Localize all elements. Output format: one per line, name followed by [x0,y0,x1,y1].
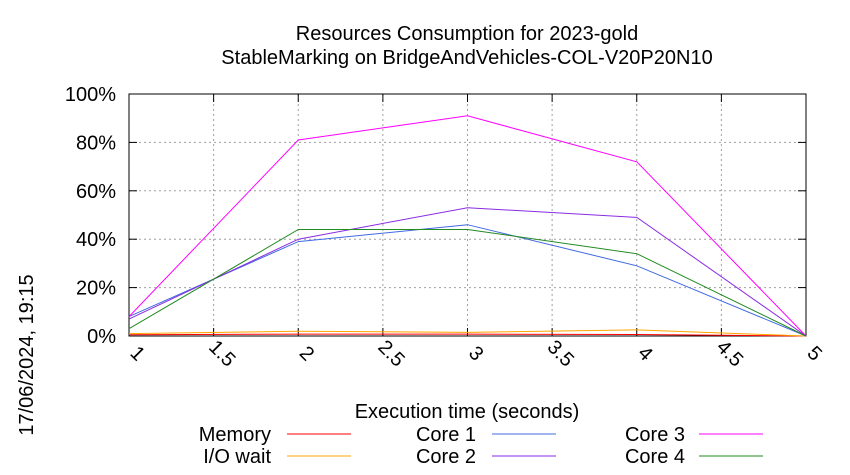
y-tick-label: 60% [76,181,116,203]
y-tick-label: 80% [76,132,116,154]
x-tick-label: 5 [803,342,826,365]
x-tick-label: 4.5 [712,336,747,371]
x-axis-label: Execution time (seconds) [355,401,580,423]
series-layer [128,115,807,337]
x-tick-label: 2 [295,342,318,365]
legend-label: Core 2 [416,446,476,468]
grid-layer [128,93,807,337]
x-tick-labels: 1 1.5 2 2.5 3 3.5 4 4.5 5 [126,336,826,371]
y-tick-labels: 0% 20% 40% 60% 80% 100% [65,84,116,348]
legend-label: Core 4 [625,446,685,468]
plot-frame [128,93,807,337]
x-tick-label: 3.5 [543,336,578,371]
series-line-core-4 [128,229,807,337]
series-line-i-o-wait [128,329,807,337]
legend-label: Core 3 [625,424,685,446]
x-tick-label: 2.5 [374,336,409,371]
series-line-memory [128,333,807,337]
y-tick-label: 0% [87,326,116,348]
legend-label: Memory [199,424,271,446]
x-tick-label: 1 [126,342,149,365]
series-line-core-2 [128,207,807,337]
x-tick-label: 1.5 [204,336,239,371]
timestamp-label: 17/06/2024, 19:15 [16,274,38,435]
x-tick-label: 4 [633,342,656,365]
y-tick-label: 100% [65,84,116,106]
legend-label: Core 1 [416,424,476,446]
series-line-core-3 [128,115,807,337]
y-tick-label: 40% [76,229,116,251]
series-line-core-1 [128,224,807,337]
y-tick-label: 20% [76,278,116,300]
chart-title: Resources Consumption for 2023-gold [296,23,638,45]
legend-label: I/O wait [203,446,271,468]
x-tick-label: 3 [464,342,487,365]
chart-subtitle: StableMarking on BridgeAndVehicles-COL-V… [221,47,712,69]
